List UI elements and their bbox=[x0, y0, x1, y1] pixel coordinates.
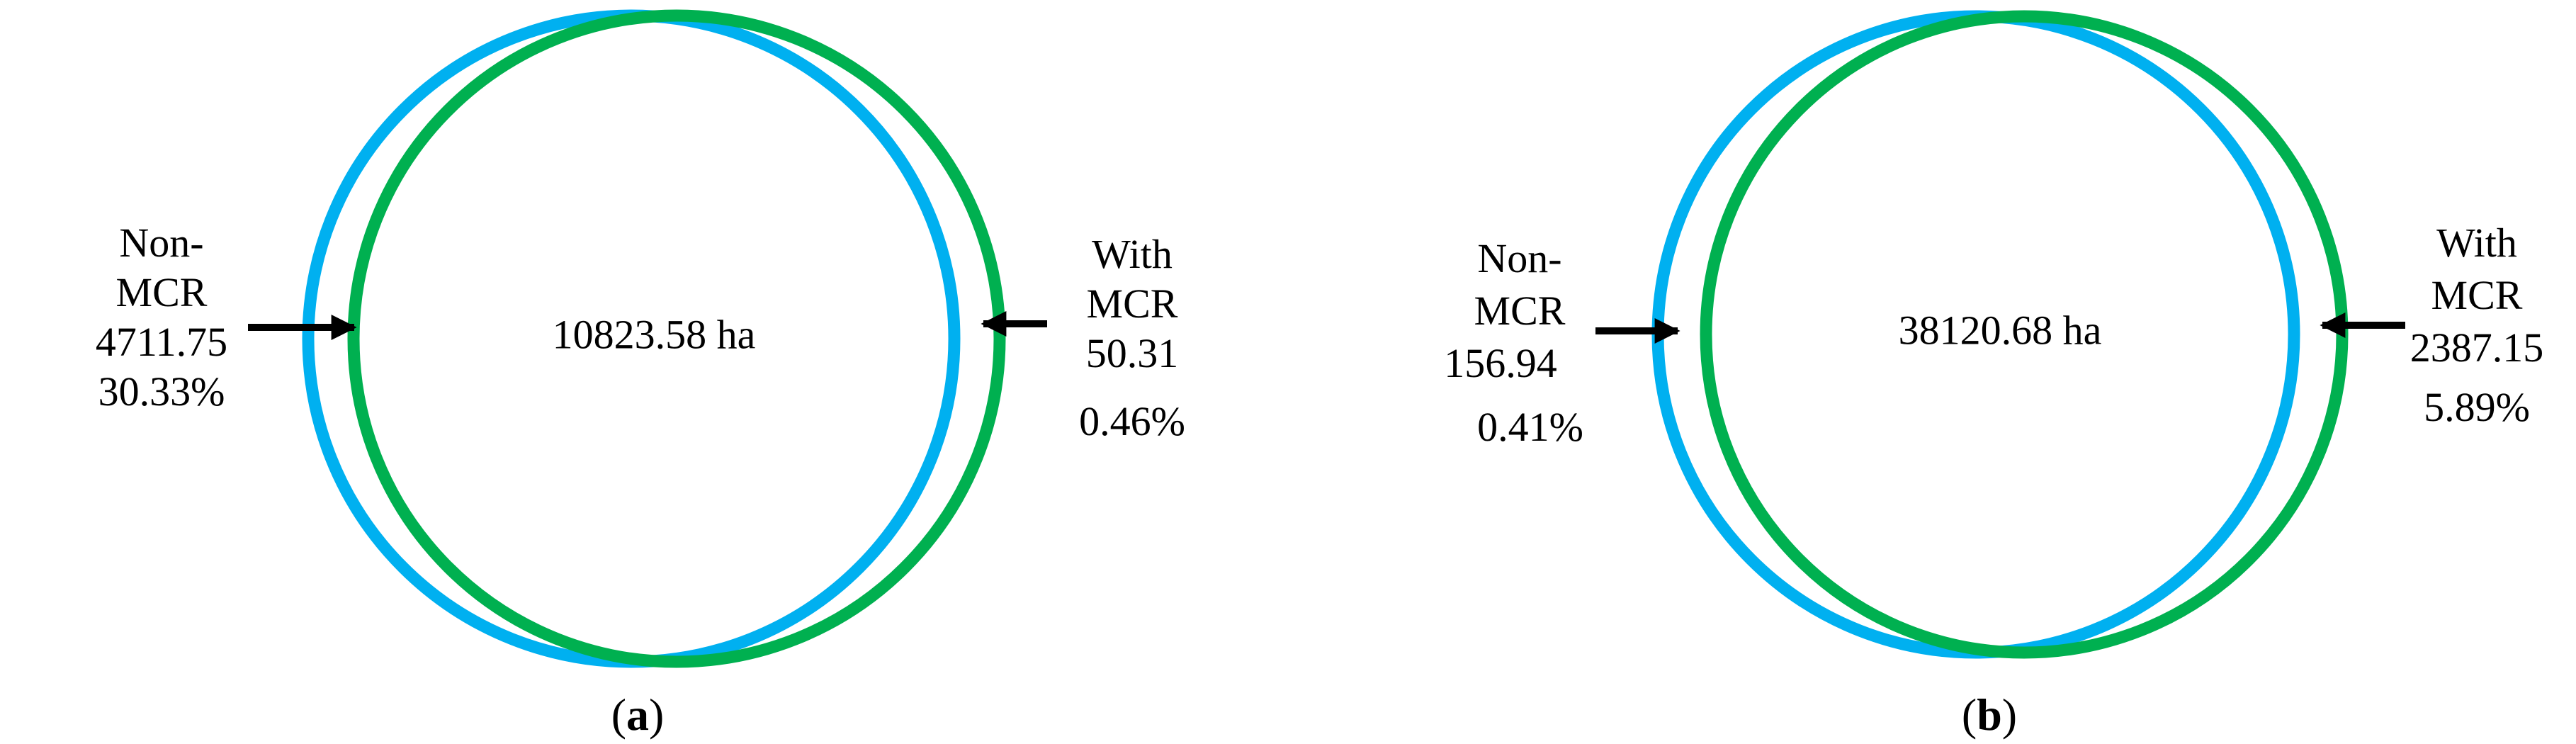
panel-a-with-mcr-value: 50.31 bbox=[1086, 330, 1179, 376]
panel-a-center-value: 10823.58 ha bbox=[553, 311, 756, 357]
panel-b-with-mcr-label-line2: MCR bbox=[2431, 272, 2523, 318]
panel-a-caption: (a) bbox=[611, 689, 665, 740]
panel-a-caption-letter: a bbox=[626, 689, 649, 740]
panel-a-non-mcr-percent: 30.33% bbox=[98, 368, 225, 415]
panel-b-caption-close: ) bbox=[2002, 689, 2017, 740]
panel-a-caption-open: ( bbox=[611, 689, 626, 740]
panel-a: 10823.58 ha Non- MCR 4711.75 30.33% With… bbox=[96, 9, 1185, 740]
panel-b-non-mcr-label-line2: MCR bbox=[1474, 288, 1566, 334]
panel-b-with-mcr-label-line1: With bbox=[2436, 220, 2517, 266]
panel-a-caption-close: ) bbox=[649, 689, 664, 740]
panel-b-non-mcr-label-line1: Non- bbox=[1477, 235, 1561, 281]
panel-b-caption-letter: b bbox=[1977, 689, 2002, 740]
panel-b-with-mcr-value: 2387.15 bbox=[2410, 325, 2544, 371]
panel-a-non-mcr-value: 4711.75 bbox=[96, 319, 227, 365]
panel-b-non-mcr-percent: 0.41% bbox=[1477, 404, 1583, 450]
panel-b: 38120.68 ha Non- MCR 156.94 0.41% With M… bbox=[1444, 10, 2544, 740]
panel-b-center-value: 38120.68 ha bbox=[1899, 307, 2102, 353]
panel-b-non-mcr-value: 156.94 bbox=[1444, 340, 1557, 386]
panel-b-with-mcr-percent: 5.89% bbox=[2424, 384, 2530, 430]
panel-a-non-mcr-label-line1: Non- bbox=[119, 220, 203, 266]
panel-b-caption-open: ( bbox=[1962, 689, 1977, 740]
panel-b-caption: (b) bbox=[1962, 689, 2017, 740]
panel-a-with-mcr-label-line1: With bbox=[1092, 231, 1173, 277]
panel-a-with-mcr-label-line2: MCR bbox=[1087, 281, 1178, 327]
panel-a-with-mcr-percent: 0.46% bbox=[1079, 398, 1185, 444]
panel-a-non-mcr-label-line2: MCR bbox=[116, 269, 208, 315]
